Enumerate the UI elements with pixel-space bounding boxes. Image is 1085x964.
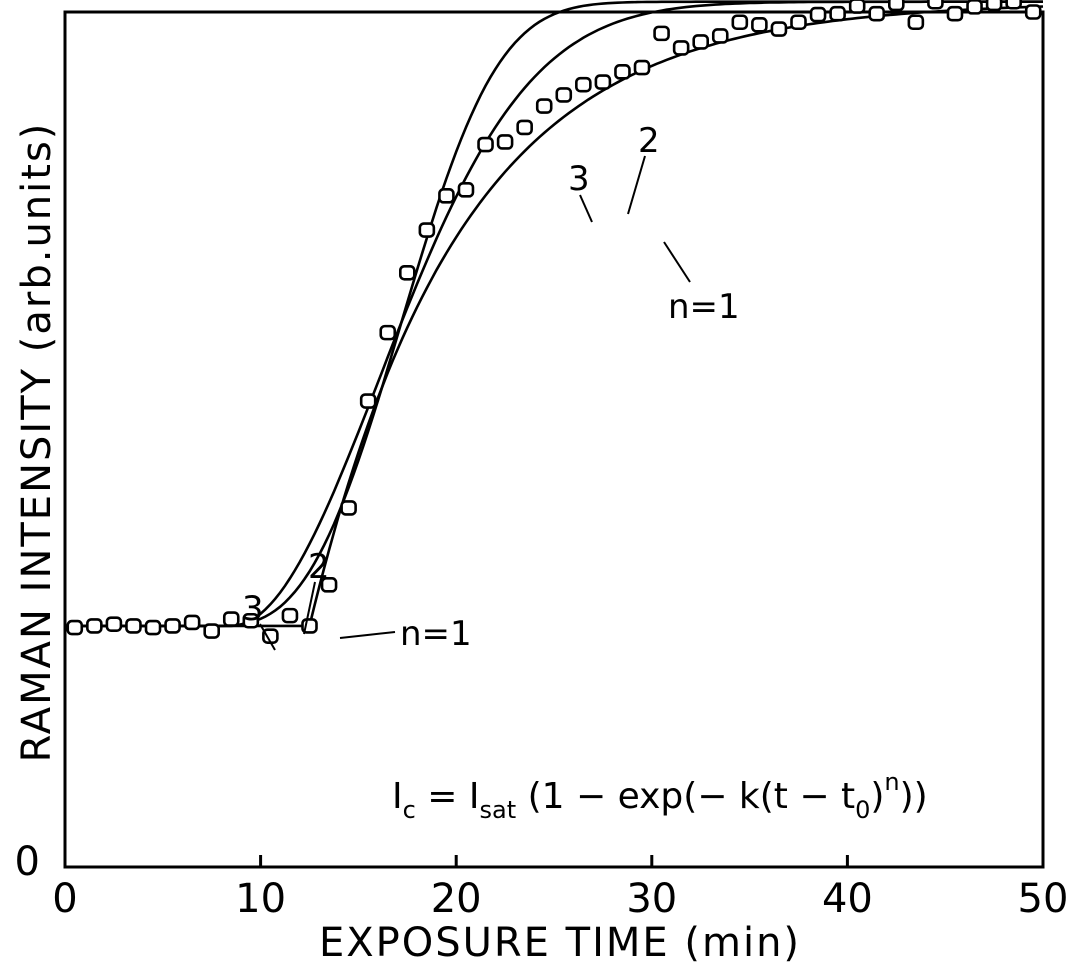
data-point [164, 618, 181, 634]
data-point [614, 64, 631, 80]
data-point [907, 14, 925, 31]
data-point [516, 119, 533, 136]
formula-sat-sub: sat [480, 796, 517, 824]
data-points [66, 0, 1042, 644]
data-point [183, 614, 201, 631]
formula-open: (1 − exp(− k(t − t [516, 776, 855, 817]
lower-label-2: 2 [308, 547, 330, 587]
data-point [379, 324, 397, 341]
formula-lhs-sub: c [403, 796, 416, 824]
data-point [770, 21, 788, 37]
leader-upper-n1 [663, 241, 691, 283]
data-point [946, 5, 964, 22]
data-point [1005, 0, 1022, 10]
plot-frame [63, 10, 1045, 869]
leader-lower-n1 [339, 631, 396, 639]
formula-close-before-sup: ) [870, 776, 884, 817]
leader-upper-2 [627, 155, 646, 215]
x-tick-label: 20 [431, 876, 482, 922]
x-tick-label: 10 [235, 876, 286, 922]
upper-label-3: 3 [568, 159, 590, 199]
data-point [692, 34, 710, 50]
x-tick-label: 30 [626, 876, 677, 922]
data-point [1024, 4, 1042, 20]
upper-label-n1: n=1 [668, 287, 740, 327]
data-point [281, 607, 299, 624]
data-point [809, 6, 827, 23]
fit-curves [65, 0, 1044, 628]
data-point [829, 5, 846, 22]
data-point [105, 616, 123, 632]
data-point [320, 577, 338, 593]
fit-formula: Ic = Isat (1 − exp(− k(t − t0)n)) [392, 768, 928, 824]
formula-t-sub: 0 [855, 796, 870, 824]
data-point [985, 0, 1003, 12]
data-point [359, 393, 377, 409]
data-point [672, 40, 690, 56]
data-point [848, 0, 866, 14]
data-point [966, 0, 983, 15]
data-point [790, 14, 807, 31]
y-axis-ticks: 0 [15, 839, 40, 885]
data-point [594, 74, 612, 90]
leader-lower-3 [259, 623, 276, 651]
x-tick-label: 0 [52, 876, 77, 922]
data-point [477, 136, 494, 153]
lower-label-3: 3 [242, 589, 264, 629]
data-point [242, 612, 260, 629]
data-point [555, 87, 573, 103]
formula-eq: = I [416, 776, 480, 817]
data-point [888, 0, 905, 12]
data-point [868, 5, 886, 22]
fit-curve-n3 [65, 0, 1043, 628]
fit-curve-n1 [65, 5, 1044, 628]
data-point [751, 17, 768, 33]
lower-label-n1: n=1 [400, 614, 472, 654]
leader-upper-3 [579, 194, 593, 223]
data-point [125, 618, 142, 634]
x-tick-label: 40 [822, 876, 873, 922]
data-point [438, 188, 455, 204]
data-point [633, 59, 651, 76]
data-point [575, 76, 592, 93]
data-point [340, 500, 357, 516]
data-point [418, 222, 436, 238]
data-point [144, 619, 162, 636]
x-axis-ticks: 0 10 20 30 40 50 [52, 855, 1068, 922]
data-point [927, 0, 944, 10]
data-point [222, 611, 240, 627]
data-point [535, 98, 553, 114]
x-tick-label: 50 [1018, 876, 1069, 922]
formula-sup: n [884, 768, 899, 796]
fit-curve-n2 [65, 0, 1043, 628]
x-axis-title: EXPOSURE TIME (min) [319, 920, 801, 964]
upper-label-2: 2 [638, 121, 660, 161]
data-point [398, 264, 416, 281]
data-point [457, 182, 475, 198]
y-tick-label: 0 [15, 839, 40, 885]
data-point [711, 28, 729, 44]
formula-close: )) [900, 776, 928, 817]
leader-lower-2 [303, 581, 316, 635]
data-point [731, 14, 749, 31]
formula-lhs: I [392, 776, 403, 817]
data-point [66, 619, 84, 636]
data-point [86, 618, 103, 634]
data-point [203, 623, 220, 639]
data-point [653, 25, 670, 42]
y-axis-title: RAMAN INTENSITY (arb.units) [14, 122, 60, 763]
annotation-leaders [259, 155, 691, 651]
data-point [496, 134, 514, 150]
